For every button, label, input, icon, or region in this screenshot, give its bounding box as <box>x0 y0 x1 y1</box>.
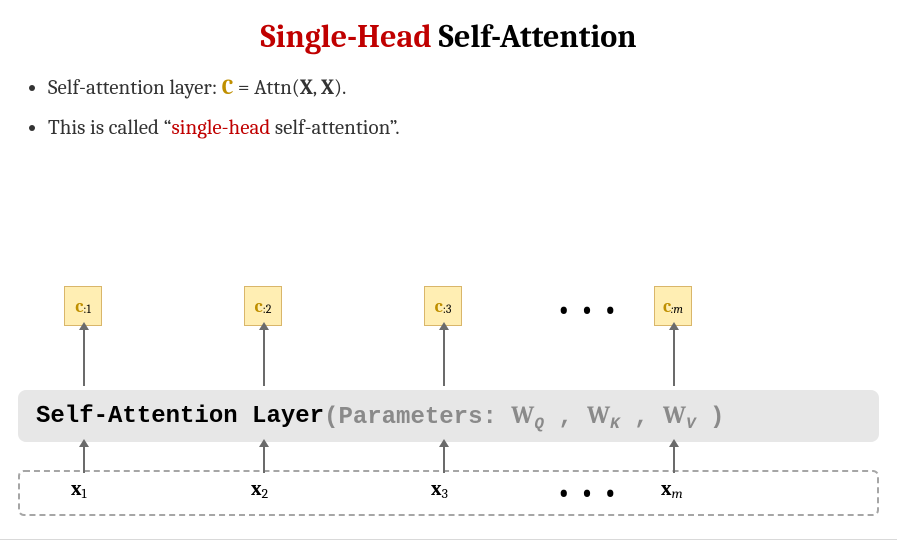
WV-sub: V <box>686 415 696 433</box>
bullet-1: Self-attention layer: C = Attn(X, X). <box>48 73 897 105</box>
b1-eq: = Attn( <box>233 76 300 100</box>
params-close: ) <box>696 404 725 431</box>
title-rest: Self-Attention <box>432 18 637 55</box>
input-dashed-box <box>18 470 879 516</box>
params-open: (Parameters: <box>324 404 511 431</box>
b2-accent: single-head <box>171 116 270 140</box>
slide-title: Single-Head Self-Attention <box>0 0 897 65</box>
title-highlight: Single-Head <box>260 18 431 55</box>
layer-label-params: (Parameters: WQ , WK , WV ) <box>324 401 724 431</box>
WV: W <box>663 401 686 429</box>
output-dots: • • • <box>558 295 619 325</box>
arrow-input-2 <box>263 445 265 473</box>
b1-C: C <box>222 76 234 100</box>
b1-close: ). <box>334 76 346 100</box>
input-dots: • • • <box>558 478 619 508</box>
input-x-4: xm <box>661 477 683 500</box>
WQ: W <box>511 401 534 429</box>
b2-suffix: self-attention”. <box>270 116 399 140</box>
b1-comma: , <box>313 76 321 100</box>
arrow-output-1 <box>83 328 85 386</box>
layer-label-bold: Self-Attention Layer <box>36 403 324 430</box>
output-c-3: c:3 <box>424 286 462 326</box>
output-c-2: c:2 <box>244 286 282 326</box>
bottom-rule <box>0 539 897 540</box>
bullet-list: Self-attention layer: C = Attn(X, X). Th… <box>0 65 897 144</box>
input-x-2: x2 <box>251 477 268 500</box>
b1-prefix: Self-attention layer: <box>48 76 222 100</box>
bullet-2: This is called “single-head self-attenti… <box>48 113 897 145</box>
b1-X1: X <box>300 76 313 100</box>
input-x-1: x1 <box>71 477 87 500</box>
arrow-output-2 <box>263 328 265 386</box>
attention-diagram: Self-Attention Layer (Parameters: WQ , W… <box>18 270 879 530</box>
arrow-output-4 <box>673 328 675 386</box>
arrow-output-3 <box>443 328 445 386</box>
arrow-input-4 <box>673 445 675 473</box>
sep1: , <box>544 404 587 431</box>
arrow-input-3 <box>443 445 445 473</box>
sep2: , <box>620 404 663 431</box>
output-c-4: c:m <box>654 286 692 326</box>
WQ-sub: Q <box>534 415 544 433</box>
WK-sub: K <box>610 415 620 433</box>
output-c-1: c:1 <box>64 286 102 326</box>
self-attention-layer-box: Self-Attention Layer (Parameters: WQ , W… <box>18 390 879 442</box>
b1-X2: X <box>321 76 334 100</box>
b2-prefix: This is called “ <box>48 116 171 140</box>
input-x-3: x3 <box>431 477 448 500</box>
arrow-input-1 <box>83 445 85 473</box>
WK: W <box>587 401 610 429</box>
